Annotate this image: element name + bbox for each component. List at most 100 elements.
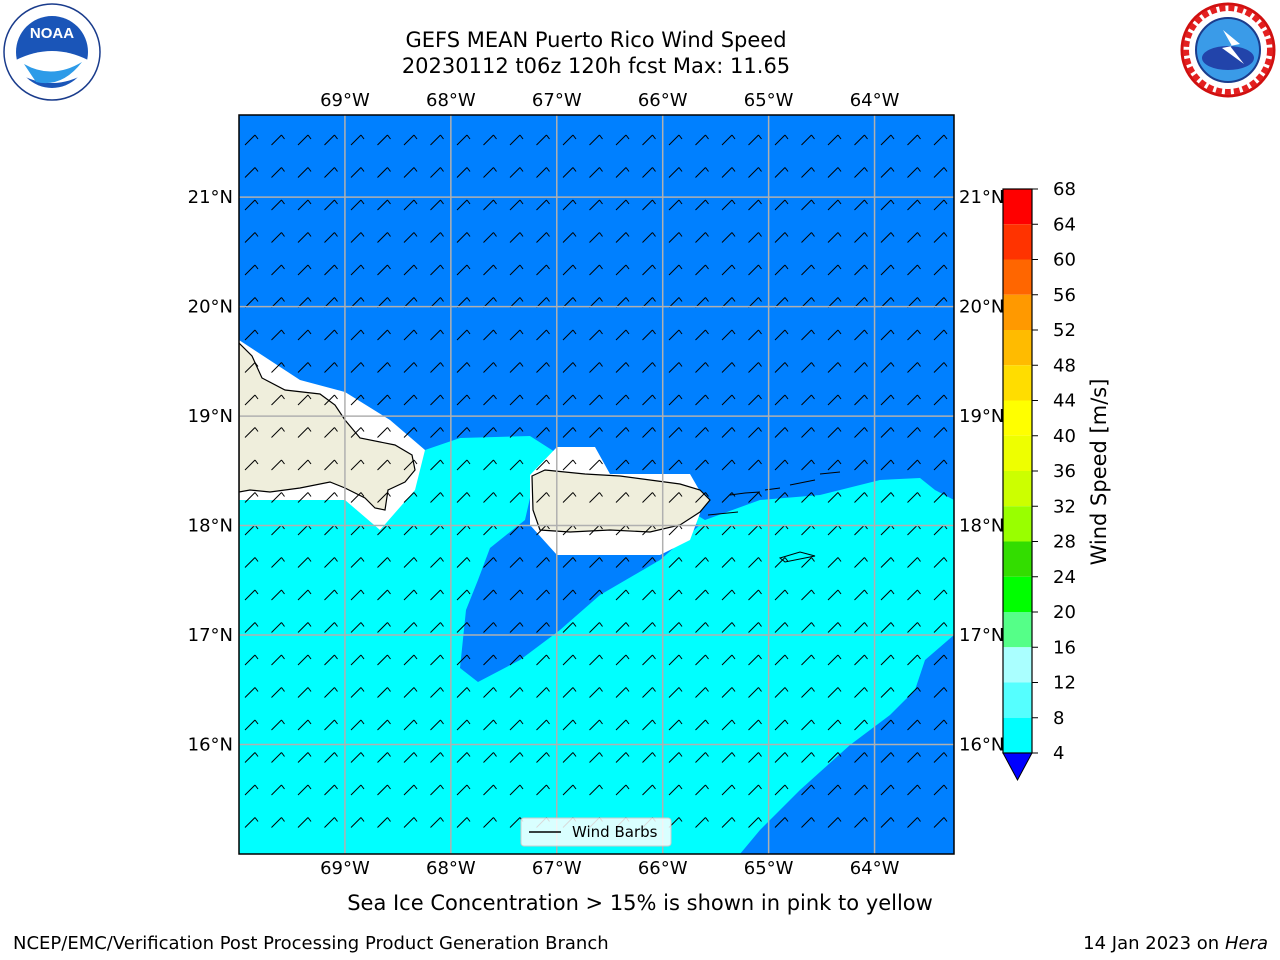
- wind-barb: [801, 654, 815, 666]
- wind-barb: [642, 687, 656, 698]
- wind-barb: [695, 167, 709, 178]
- wind-barb: [801, 427, 815, 438]
- wind-barb: [827, 394, 842, 406]
- wind-barb: [907, 752, 921, 763]
- wind-barb: [562, 492, 577, 503]
- lon-label: 68°W: [426, 858, 476, 879]
- wind-barb: [695, 784, 709, 796]
- wind-barb: [801, 492, 815, 503]
- wind-barb: [801, 232, 815, 243]
- wind-barb: [297, 784, 312, 796]
- wind-barb: [907, 687, 921, 698]
- wind-barb: [350, 427, 365, 438]
- wind-barb: [324, 297, 338, 308]
- wind-barb: [589, 329, 603, 341]
- footer-date: 14 Jan 2023 on Hera: [1083, 933, 1268, 954]
- wind-barb: [748, 297, 762, 308]
- wind-barb: [668, 687, 683, 698]
- wind-barb: [854, 589, 868, 601]
- puerto-rico-land: [531, 469, 711, 533]
- wind-barb: [430, 297, 444, 308]
- wind-barb: [668, 134, 683, 146]
- wind-barb: [350, 134, 365, 146]
- wind-barb: [880, 329, 895, 341]
- wind-barb: [801, 199, 815, 211]
- wind-barb: [430, 719, 444, 731]
- wind-barb: [483, 492, 497, 503]
- colorbar-tick-label: 52: [1053, 320, 1076, 341]
- wind-barb: [721, 167, 736, 178]
- footer-date-text: 14 Jan 2023 on: [1083, 933, 1220, 954]
- wind-barb: [748, 199, 762, 211]
- wind-barb: [907, 654, 921, 666]
- wind-barb: [430, 622, 444, 633]
- lon-labels-bottom: 69°W 68°W 67°W 66°W 65°W 64°W: [320, 858, 900, 879]
- wind-barb: [642, 752, 656, 763]
- wind-barb: [297, 297, 312, 308]
- wind-barb: [403, 264, 418, 276]
- wind-barb: [403, 362, 418, 373]
- wind-barb: [589, 297, 603, 308]
- wind-barb: [244, 232, 259, 243]
- wind-barb: [430, 167, 444, 178]
- wind-barb: [377, 329, 391, 341]
- wind-barb: [721, 589, 736, 601]
- colorbar-band: [1003, 259, 1032, 295]
- graticule: [239, 115, 954, 854]
- wind-barb: [403, 459, 418, 471]
- wind-barb: [907, 492, 921, 503]
- wind-barb: [324, 654, 338, 666]
- wind-barb: [907, 459, 921, 471]
- colorbar-label: Wind Speed [m/s]: [1087, 379, 1111, 566]
- wind-barb: [483, 394, 497, 406]
- wind-barb: [536, 394, 550, 406]
- wind-barb: [483, 687, 497, 698]
- wind-barb: [403, 557, 418, 568]
- wind-barb: [854, 394, 868, 406]
- wind-barb: [748, 459, 762, 471]
- wind-barb: [297, 264, 312, 276]
- wind-barb: [774, 427, 789, 438]
- wind-barb: [721, 687, 736, 698]
- wind-barb: [933, 752, 948, 763]
- wind-barb: [271, 362, 285, 373]
- wind-barb: [774, 167, 789, 178]
- wind-barb: [801, 687, 815, 698]
- lat-label: 16°N: [188, 735, 233, 756]
- wind-barb: [483, 817, 497, 828]
- wind-barb: [774, 459, 789, 471]
- wind-barb: [297, 654, 312, 666]
- wind-barb: [324, 752, 338, 763]
- wind-barb: [827, 329, 842, 341]
- wind-barb: [324, 557, 338, 568]
- wind-barb: [880, 459, 895, 471]
- wind-barb: [880, 199, 895, 211]
- wind-barb: [748, 232, 762, 243]
- wind-barb: [324, 134, 338, 146]
- wind-barb: [774, 622, 789, 633]
- wind-barb: [324, 719, 338, 731]
- map-frame: [238, 114, 955, 855]
- wind-barb: [483, 297, 497, 308]
- wind-barb: [350, 232, 365, 243]
- lat-label: 19°N: [959, 406, 1004, 427]
- wind-barb: [668, 589, 683, 601]
- wind-barb: [297, 719, 312, 731]
- wind-barb: [854, 817, 868, 828]
- wind-barb: [748, 557, 762, 568]
- wind-barb: [695, 394, 709, 406]
- lat-label: 20°N: [188, 297, 233, 318]
- wind-barb: [456, 199, 471, 211]
- wind-barb: [880, 557, 895, 568]
- wind-barb: [562, 654, 577, 666]
- colorbar-band: [1003, 189, 1032, 225]
- wind-barb: [933, 232, 948, 243]
- wind-barb: [244, 589, 259, 601]
- wind-barb: [748, 817, 762, 828]
- wind-barb: [324, 232, 338, 243]
- wind-barb: [509, 589, 524, 601]
- wind-barb: [668, 752, 683, 763]
- wind-barb: [271, 394, 285, 406]
- wind-barb: [456, 784, 471, 796]
- wind-barb: [748, 622, 762, 633]
